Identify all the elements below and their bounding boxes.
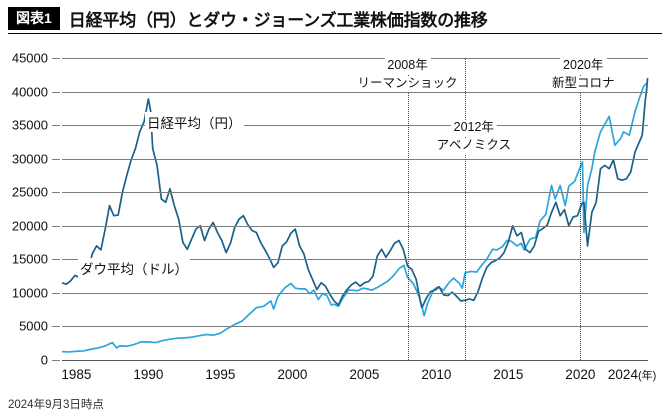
x-axis-label: 1985 (61, 367, 92, 382)
y-gridline (62, 292, 648, 294)
y-axis-label: 40000 (11, 84, 48, 100)
y-axis-label: 15000 (11, 251, 48, 267)
x-axis-label: 1995 (205, 367, 236, 382)
y-tick-mark (52, 360, 60, 361)
series-label: ダウ平均（ドル） (78, 258, 190, 278)
footnote: 2024年9月3日時点 (8, 399, 104, 411)
y-gridline (62, 326, 648, 328)
annotation-covid-line1: 2020年 (560, 58, 607, 74)
series-line (61, 78, 649, 309)
y-tick-mark (52, 125, 60, 127)
x-axis-label: 1990 (133, 367, 164, 382)
y-gridline (62, 360, 648, 361)
y-gridline (62, 225, 648, 227)
x-axis-label: 2024(年) (607, 367, 657, 382)
x-axis-label: 2015 (493, 367, 524, 382)
y-tick-mark (52, 58, 60, 59)
plot-canvas (61, 58, 649, 361)
y-tick-mark (52, 259, 60, 261)
y-gridline (62, 259, 648, 261)
y-axis-label: 0 (40, 352, 48, 368)
chart-plot-area (52, 58, 649, 361)
y-tick-mark (52, 292, 60, 294)
y-axis-label: 45000 (11, 50, 48, 66)
figure-badge: 図表1 (8, 7, 60, 30)
y-axis-label: 35000 (11, 117, 48, 133)
annotation-lehman-line2: リーマンショック (354, 76, 461, 92)
y-tick-mark (52, 225, 60, 227)
y-axis-label: 25000 (11, 184, 48, 200)
annotation-vline-abenomics (465, 58, 467, 360)
y-axis-label: 30000 (11, 151, 48, 167)
y-tick-mark (52, 326, 60, 328)
y-tick-mark (52, 91, 60, 93)
y-gridline (62, 58, 648, 59)
header-divider (8, 33, 662, 34)
y-axis-label: 10000 (11, 285, 48, 301)
annotation-lehman-line1: 2008年 (384, 58, 431, 74)
y-tick-mark (52, 158, 60, 160)
annotation-vline-lehman (407, 58, 409, 360)
annotation-abenomics-line1: 2012年 (450, 120, 497, 136)
y-gridline (62, 192, 648, 194)
chart-header: 図表1 日経平均（円）とダウ・ジョーンズ工業株価指数の推移 (8, 6, 488, 31)
series-line (61, 82, 648, 353)
annotation-covid-line2: 新型コロナ (548, 76, 618, 92)
x-axis-label: 2020 (565, 367, 596, 382)
y-gridline (62, 91, 648, 93)
x-axis-label: 2000 (277, 367, 308, 382)
y-gridline (62, 125, 648, 127)
y-tick-mark (52, 192, 60, 194)
series-label: 日経平均（円） (145, 112, 244, 132)
x-axis-label: 2010 (421, 367, 452, 382)
y-axis-label: 20000 (11, 218, 48, 234)
y-axis-label: 5000 (19, 318, 48, 334)
annotation-vline-covid (580, 58, 582, 360)
page-title: 日経平均（円）とダウ・ジョーンズ工業株価指数の推移 (68, 11, 488, 30)
series-lines (61, 78, 649, 353)
y-gridline (62, 158, 648, 160)
x-axis-label: 2005 (349, 367, 380, 382)
annotation-abenomics-line2: アベノミクス (433, 138, 514, 154)
x-axis-unit: (年) (637, 370, 657, 382)
